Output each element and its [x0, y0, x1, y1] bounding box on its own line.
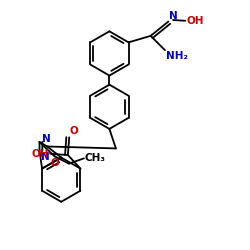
- Text: OH: OH: [186, 16, 204, 26]
- Text: N: N: [41, 152, 50, 162]
- Text: N: N: [42, 134, 50, 144]
- Text: O: O: [70, 126, 78, 136]
- Text: NH₂: NH₂: [166, 51, 188, 61]
- Text: N: N: [169, 11, 178, 21]
- Text: CH₃: CH₃: [85, 154, 106, 164]
- Text: O: O: [50, 158, 59, 168]
- Text: OH: OH: [32, 149, 50, 159]
